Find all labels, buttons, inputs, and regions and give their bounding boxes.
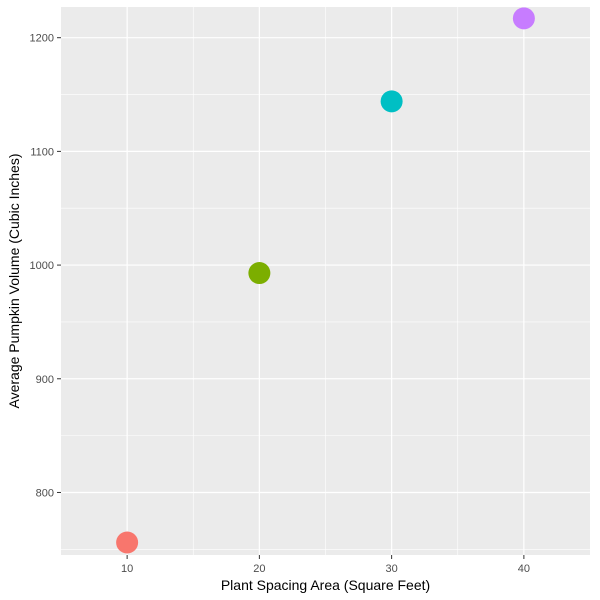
data-point bbox=[512, 7, 535, 30]
x-tick-label: 10 bbox=[121, 563, 133, 575]
data-points bbox=[116, 7, 535, 554]
data-point bbox=[116, 531, 139, 554]
y-axis-ticks: 800 900 1000 1100 1200 bbox=[30, 33, 61, 499]
x-axis-ticks: 10 20 30 40 bbox=[121, 555, 530, 575]
y-axis-title: Average Pumpkin Volume (Cubic Inches) bbox=[6, 154, 22, 409]
y-tick-label: 1000 bbox=[30, 260, 54, 272]
y-tick-label: 1100 bbox=[30, 146, 54, 158]
x-axis-title: Plant Spacing Area (Square Feet) bbox=[221, 577, 430, 593]
y-tick-label: 800 bbox=[36, 487, 54, 499]
x-tick-label: 40 bbox=[518, 563, 530, 575]
data-point bbox=[248, 262, 271, 285]
data-point bbox=[380, 90, 403, 113]
x-tick-label: 30 bbox=[386, 563, 398, 575]
y-tick-label: 1200 bbox=[30, 33, 54, 45]
y-tick-label: 900 bbox=[36, 374, 54, 386]
x-tick-label: 20 bbox=[253, 563, 265, 575]
minor-gridlines bbox=[61, 7, 590, 555]
